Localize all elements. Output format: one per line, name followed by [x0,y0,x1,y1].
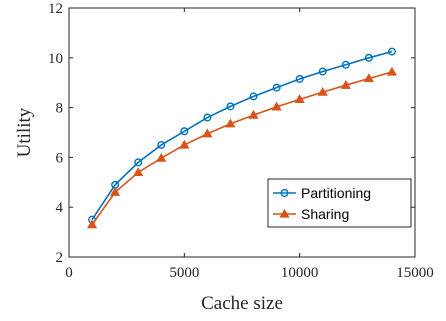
data-point [156,152,167,162]
data-point [202,128,213,138]
series-sharing [87,66,397,229]
data-point [87,219,98,229]
data-point [134,158,143,167]
y-tick-label: 4 [56,200,64,216]
data-point [387,47,396,56]
series-layer [87,47,397,229]
axes-box [68,7,416,258]
x-tick-label: 0 [65,265,73,281]
y-tick-label: 10 [48,51,63,67]
x-tick-label: 5000 [169,265,199,281]
legend-swatch-marker [280,188,289,197]
y-axis-title: Utility [14,107,35,157]
x-axis-title: Cache size [201,293,283,314]
legend-box [267,178,412,228]
data-point [364,53,373,62]
series-line [91,50,393,221]
legend: Partitioning Sharing [267,178,412,228]
legend-swatch-marker [279,208,290,218]
axes: 0 5000 10000 15000 2 4 6 8 10 12 [48,1,434,281]
data-point [226,102,235,111]
data-point [157,140,166,149]
data-point [203,113,212,122]
data-point [318,67,327,76]
data-point [179,139,190,149]
data-point [248,109,259,119]
x-tick-label: 10000 [281,265,319,281]
data-point [133,167,144,176]
legend-entry: Partitioning [273,185,371,201]
y-tick-label: 8 [56,101,64,117]
data-point [340,79,351,89]
data-point [386,66,397,76]
data-point [317,86,328,96]
y-tick-label: 2 [56,250,64,266]
data-point [295,74,304,83]
data-point [271,101,282,111]
x-tick-label: 15000 [396,265,434,281]
data-point [272,83,281,92]
legend-label: Partitioning [301,185,371,201]
data-point [363,73,374,83]
legend-entry: Sharing [273,206,349,222]
data-point [110,187,121,196]
y-tick-label: 12 [48,1,63,17]
legend-label: Sharing [301,206,349,222]
y-tick-label: 6 [56,150,64,166]
data-point [341,60,350,69]
data-point [249,92,258,101]
series-line [91,71,393,226]
data-point [294,94,305,104]
data-point [225,118,236,128]
data-point [180,127,189,136]
